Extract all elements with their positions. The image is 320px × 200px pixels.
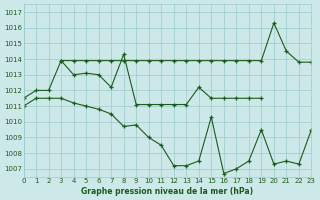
X-axis label: Graphe pression niveau de la mer (hPa): Graphe pression niveau de la mer (hPa)	[81, 187, 253, 196]
